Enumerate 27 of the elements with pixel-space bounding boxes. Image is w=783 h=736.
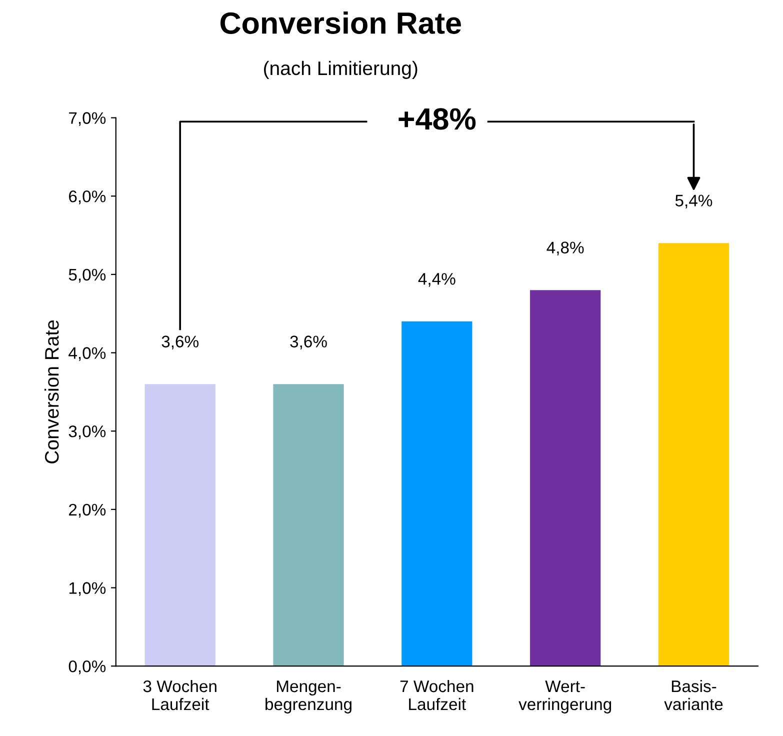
- y-axis-title: Conversion Rate: [44, 320, 59, 464]
- x-tick-label: 3 Wochen Laufzeit: [143, 680, 216, 710]
- x-tick-label: Mengen- begrenzung: [266, 680, 352, 714]
- data-label: 4,4%: [418, 273, 456, 287]
- x-tick-label: 7 Wochen Laufzeit: [400, 680, 474, 710]
- bar: [273, 384, 344, 666]
- y-tick-label: 2,0%: [69, 504, 106, 518]
- chart-title: Conversion Rate: [220, 12, 461, 34]
- y-tick-label: 7,0%: [69, 112, 106, 126]
- data-label: 3,6%: [162, 336, 198, 350]
- x-tick-label: Basis- variante: [664, 680, 723, 710]
- data-label: 3,6%: [290, 336, 327, 350]
- y-tick-label: 4,0%: [68, 347, 106, 361]
- y-tick-label: 6,0%: [69, 190, 106, 204]
- bar: [658, 243, 730, 666]
- y-tick-label: 1,0%: [69, 582, 106, 596]
- chart-subtitle: (nach Limitierung): [264, 60, 418, 79]
- bar: [530, 290, 601, 666]
- data-label: 4,8%: [546, 242, 584, 256]
- bar: [402, 321, 472, 666]
- annotation: +48%: [398, 108, 476, 130]
- y-tick-label: 0,0%: [68, 660, 106, 674]
- data-label: 5,4%: [675, 194, 712, 208]
- y-tick-label: 3,0%: [68, 425, 106, 440]
- x-tick-label: Wert- verringerung: [518, 680, 612, 714]
- bar: [144, 384, 216, 666]
- y-tick-label: 5,0%: [68, 268, 106, 283]
